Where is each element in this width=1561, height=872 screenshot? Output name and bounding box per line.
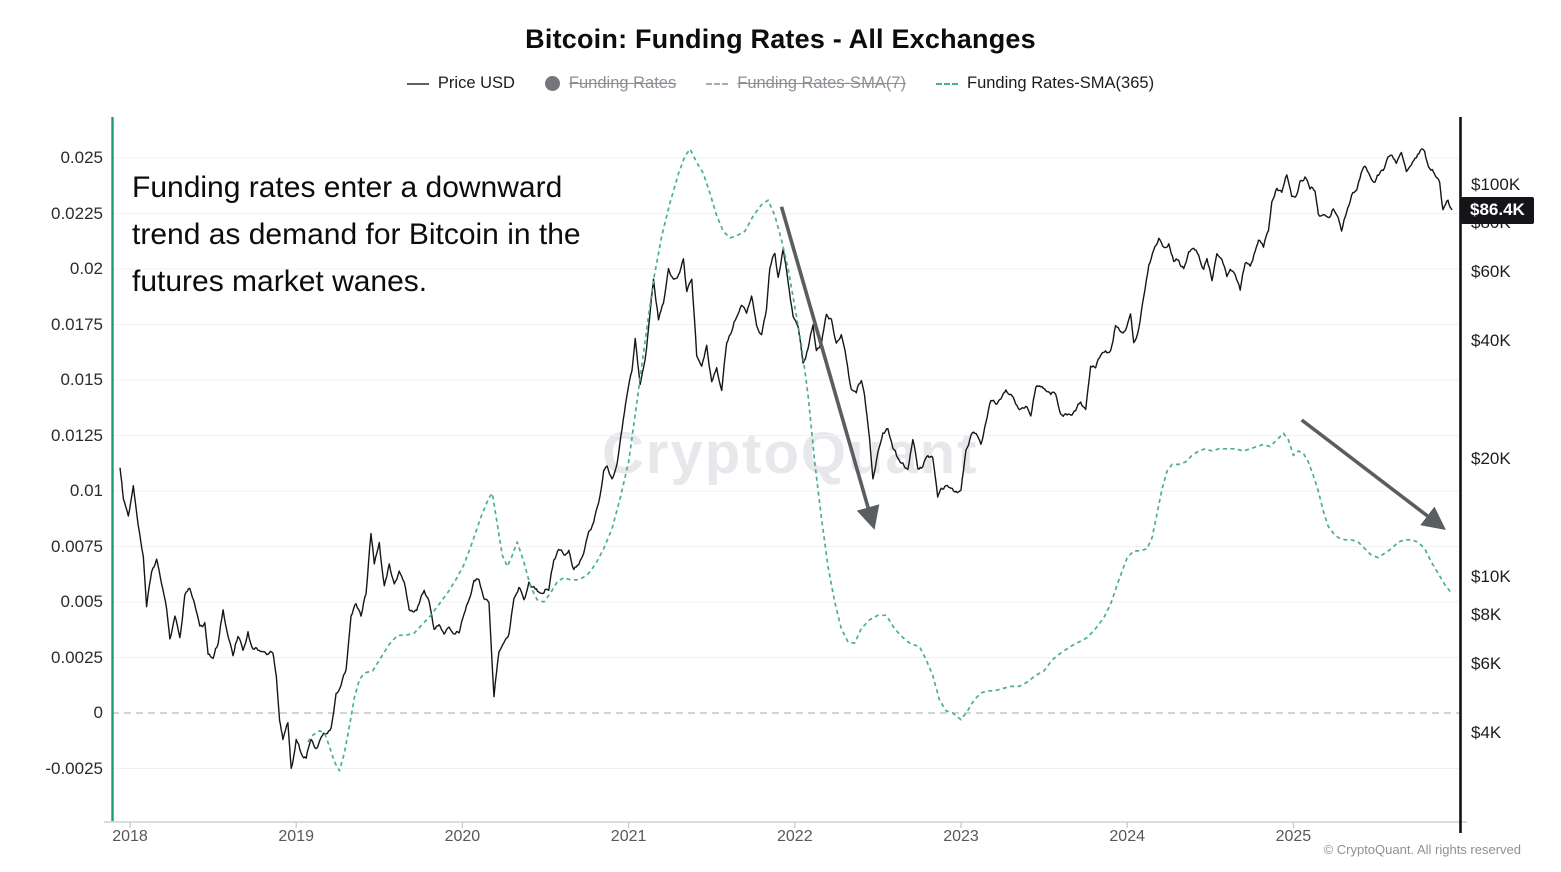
right-axis-tick: $10K	[1471, 567, 1511, 586]
legend-marker-circle-icon	[544, 76, 560, 91]
legend-marker-line-icon	[406, 82, 429, 85]
left-axis-tick: 0	[93, 703, 103, 722]
right-axis-tick: $8K	[1471, 604, 1502, 624]
x-axis-tick: 2021	[610, 828, 647, 845]
x-axis-tick: 2023	[943, 828, 979, 845]
annotation-arrows	[779, 206, 1446, 531]
legend-label: Funding Rates-SMA(7)	[737, 74, 906, 92]
right-axis-tick: $6K	[1471, 653, 1502, 673]
left-axis-tick: 0.0175	[51, 314, 103, 334]
x-axis-tick: 2018	[112, 828, 148, 845]
legend-item-funding-rates-sma-7-[interactable]: Funding Rates-SMA(7)	[706, 74, 906, 93]
left-axis-tick: 0.01	[69, 481, 103, 500]
left-axis-tick: 0.0025	[51, 647, 103, 667]
gridlines	[112, 157, 1460, 769]
copyright-text: © CryptoQuant. All rights reserved	[1323, 842, 1521, 857]
annotation-text: Funding rates enter a downward trend as …	[132, 171, 581, 298]
left-axis-tick: 0.0125	[51, 425, 103, 445]
right-axis-tick: $100K	[1471, 175, 1521, 194]
legend: Price USD Funding Rates Funding Rates-SMA(…	[0, 74, 1561, 93]
left-axis-tick: 0.02	[69, 259, 103, 278]
x-axis-tick: 2020	[444, 828, 481, 845]
left-axis-tick: 0.0225	[51, 203, 103, 223]
right-axis-tick: $4K	[1471, 722, 1502, 742]
watermark-text: CryptoQuant	[602, 421, 979, 486]
series-lines	[119, 148, 1453, 772]
legend-item-funding-rates[interactable]: Funding Rates	[544, 74, 677, 93]
x-axis-tick: 2022	[777, 828, 813, 845]
right-axis-tick: $40K	[1471, 330, 1511, 350]
left-axis-tick: 0.005	[60, 592, 103, 611]
left-axis-tick: 0.0075	[51, 536, 103, 556]
legend-label: Price USD	[437, 74, 515, 92]
legend-marker-dash-icon	[935, 82, 958, 85]
left-axis-tick: 0.015	[60, 370, 103, 389]
right-axis-tick: $60K	[1471, 261, 1511, 281]
legend-item-price-usd[interactable]: Price USD	[406, 74, 515, 93]
left-axis-tick: -0.0025	[45, 758, 103, 778]
legend-label: Funding Rates-SMA(365)	[966, 74, 1155, 92]
legend-marker-dash-icon	[706, 82, 729, 85]
x-axis-tick: 2024	[1109, 828, 1145, 845]
x-axis-tick: 2019	[278, 828, 314, 845]
left-axis-tick: 0.025	[60, 148, 103, 167]
chart-title: Bitcoin: Funding Rates - All Exchanges	[525, 24, 1036, 54]
last-price-badge: $86.4K	[1461, 197, 1534, 224]
x-axis-tick: 2025	[1275, 828, 1312, 845]
axis-spines	[104, 117, 1467, 833]
right-axis-tick: $20K	[1471, 448, 1511, 468]
legend-label: Funding Rates	[568, 74, 677, 92]
legend-item-funding-rates-sma-365-[interactable]: Funding Rates-SMA(365)	[935, 74, 1155, 93]
